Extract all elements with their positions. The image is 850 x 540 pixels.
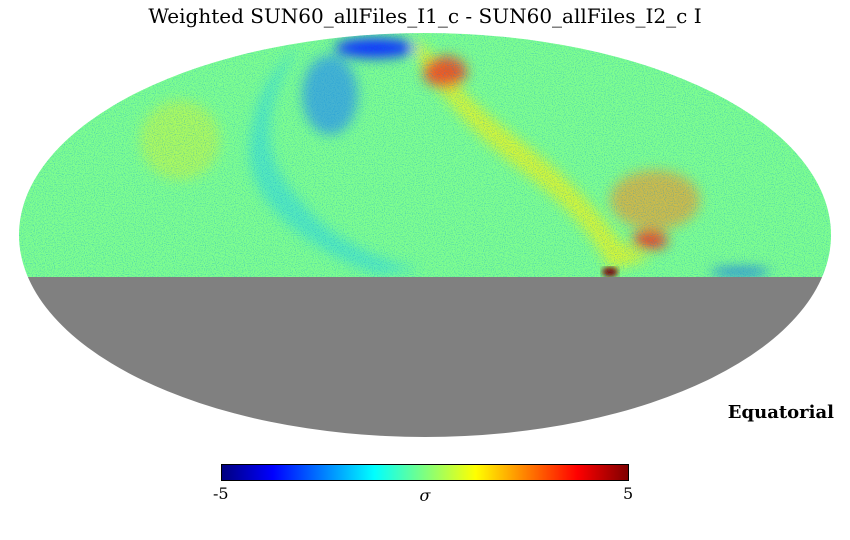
pixel-noise <box>19 33 831 277</box>
coordinate-system-label: Equatorial <box>727 402 834 423</box>
masked-region <box>19 277 831 437</box>
map-title: Weighted SUN60_allFiles_I1_c - SUN60_all… <box>148 4 702 28</box>
colorbar-min-label: -5 <box>213 484 229 503</box>
colorbar <box>221 464 629 481</box>
colorbar-unit-label: σ <box>419 486 431 505</box>
colorbar-max-label: 5 <box>623 484 634 503</box>
